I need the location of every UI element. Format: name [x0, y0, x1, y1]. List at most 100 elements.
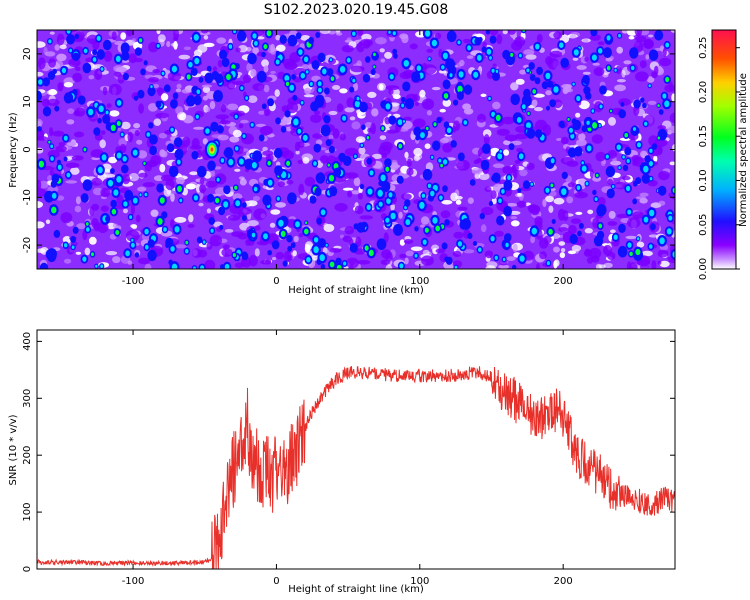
heatmap-cell	[198, 76, 204, 83]
heatmap-cell	[206, 65, 212, 72]
heatmap-cell	[100, 205, 109, 212]
heatmap-cell	[525, 54, 537, 60]
heatmap-cell	[431, 86, 441, 91]
heatmap-cell	[491, 172, 501, 184]
y-tick-label: 400	[22, 332, 33, 351]
heatmap-cell	[329, 248, 342, 253]
heatmap-cell	[629, 47, 639, 59]
heatmap-cell	[480, 159, 490, 171]
heatmap-cell	[388, 88, 394, 95]
heatmap-cell	[320, 209, 326, 216]
heatmap-cell	[559, 252, 566, 259]
heatmap-cell	[641, 173, 651, 184]
heatmap-cell	[191, 138, 200, 149]
heatmap-cell	[120, 32, 127, 40]
heatmap-cell	[329, 58, 333, 62]
heatmap-cell	[298, 49, 303, 55]
heatmap-cell	[591, 255, 600, 263]
heatmap-cell	[142, 182, 156, 188]
heatmap-cell	[202, 240, 206, 244]
heatmap-cell	[365, 56, 371, 63]
heatmap-cell	[333, 167, 342, 177]
heatmap-cell	[134, 129, 140, 137]
heatmap-cell	[457, 241, 462, 247]
heatmap-cell	[639, 265, 650, 269]
heatmap-cell	[185, 249, 189, 254]
heatmap-cell	[92, 49, 98, 56]
heatmap-cell	[319, 254, 325, 262]
heatmap-cell	[592, 189, 597, 196]
heatmap-cell	[42, 77, 50, 87]
heatmap-cell	[105, 251, 118, 256]
heatmap-cell	[504, 134, 518, 142]
heatmap-cell	[248, 254, 258, 267]
heatmap-cell	[147, 86, 156, 97]
heatmap-cell	[98, 105, 104, 113]
heatmap-cell	[342, 187, 354, 191]
heatmap-cell	[385, 217, 390, 223]
heatmap-cell	[209, 101, 216, 110]
y-tick-label: 0	[22, 146, 33, 152]
heatmap-cell	[434, 32, 442, 40]
heatmap-cell	[560, 157, 575, 165]
heatmap-cell	[309, 195, 317, 204]
heatmap-cell	[68, 58, 81, 68]
heatmap-cell	[70, 167, 80, 175]
heatmap-cell	[379, 48, 385, 53]
heatmap-cell	[595, 263, 602, 269]
heatmap-cell	[172, 36, 179, 41]
heatmap-cell	[457, 206, 468, 211]
heatmap-cell	[257, 36, 265, 40]
heatmap-cell	[332, 85, 341, 90]
heatmap-cell	[102, 39, 112, 51]
heatmap-cell	[605, 154, 609, 159]
heatmap-cell	[247, 95, 258, 103]
heatmap-cell	[516, 200, 527, 208]
heatmap-cell	[359, 183, 365, 190]
heatmap-cell	[88, 108, 94, 116]
heatmap-cell	[272, 257, 277, 261]
heatmap-cell	[148, 122, 154, 129]
heatmap-cell	[482, 143, 491, 154]
heatmap-cell	[452, 250, 462, 257]
heatmap-cell	[204, 259, 216, 269]
heatmap-cell	[293, 118, 299, 126]
heatmap-cell	[481, 206, 494, 216]
heatmap-cell	[346, 57, 351, 63]
heatmap-cell	[366, 157, 373, 165]
colorbar-tick-label: 0.25	[698, 37, 709, 59]
heatmap-cell	[491, 197, 497, 205]
y-tick-label: 200	[22, 446, 33, 465]
heatmap-cell	[577, 230, 582, 237]
heatmap-cell	[156, 30, 161, 35]
heatmap-cell	[483, 134, 490, 146]
heatmap-cell	[122, 72, 129, 81]
heatmap-cell	[358, 147, 366, 155]
heatmap-cell	[643, 165, 649, 173]
heatmap-cell	[220, 158, 225, 163]
heatmap-cell	[91, 177, 103, 186]
heatmap-cell	[61, 67, 66, 74]
heatmap-cell	[588, 247, 602, 259]
heatmap-cell	[356, 96, 360, 101]
heatmap-cell	[412, 118, 426, 129]
heatmap-cell	[657, 260, 662, 265]
heatmap-cell	[284, 110, 291, 118]
heatmap-cell	[252, 195, 260, 202]
heatmap-cell	[398, 211, 403, 219]
heatmap-cell	[134, 47, 142, 56]
heatmap-cell	[575, 211, 583, 215]
heatmap-cell	[489, 30, 499, 36]
heatmap-cell	[522, 180, 531, 190]
heatmap-cell	[320, 124, 331, 137]
heatmap-cell	[404, 98, 415, 110]
heatmap-cell	[110, 124, 116, 131]
heatmap-cell	[245, 239, 251, 246]
heatmap-cell	[234, 168, 241, 172]
heatmap-cell	[665, 76, 670, 83]
heatmap-cell	[367, 188, 373, 195]
heatmap-cell	[648, 135, 659, 147]
heatmap-cell	[653, 47, 665, 51]
heatmap-cell	[562, 210, 569, 222]
heatmap-cell	[503, 205, 512, 217]
